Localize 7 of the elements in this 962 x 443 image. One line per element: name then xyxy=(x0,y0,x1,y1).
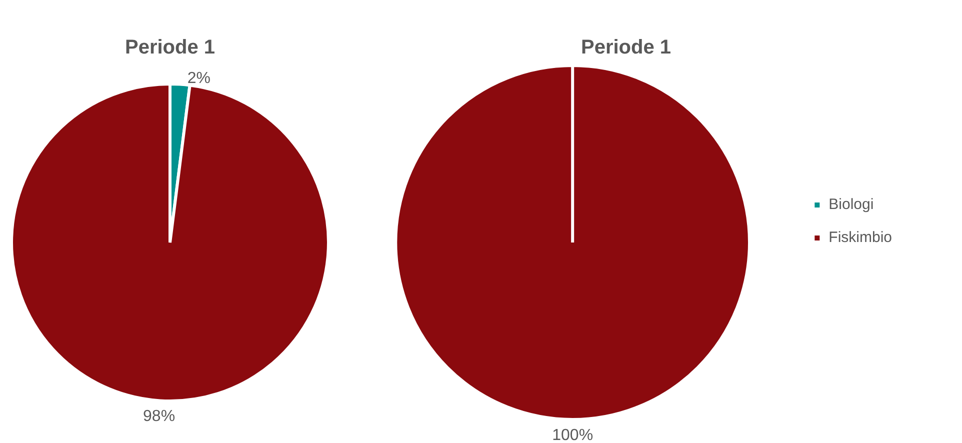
chart-title: Periode 1 xyxy=(580,36,672,59)
data-label: 98% xyxy=(143,408,176,426)
legend-label: Biologi xyxy=(828,196,874,214)
chart-title: Periode 1 xyxy=(124,36,216,59)
data-label: 2% xyxy=(187,70,211,87)
legend-label: Fiskimbio xyxy=(828,229,892,246)
data-label: 100% xyxy=(552,426,594,443)
